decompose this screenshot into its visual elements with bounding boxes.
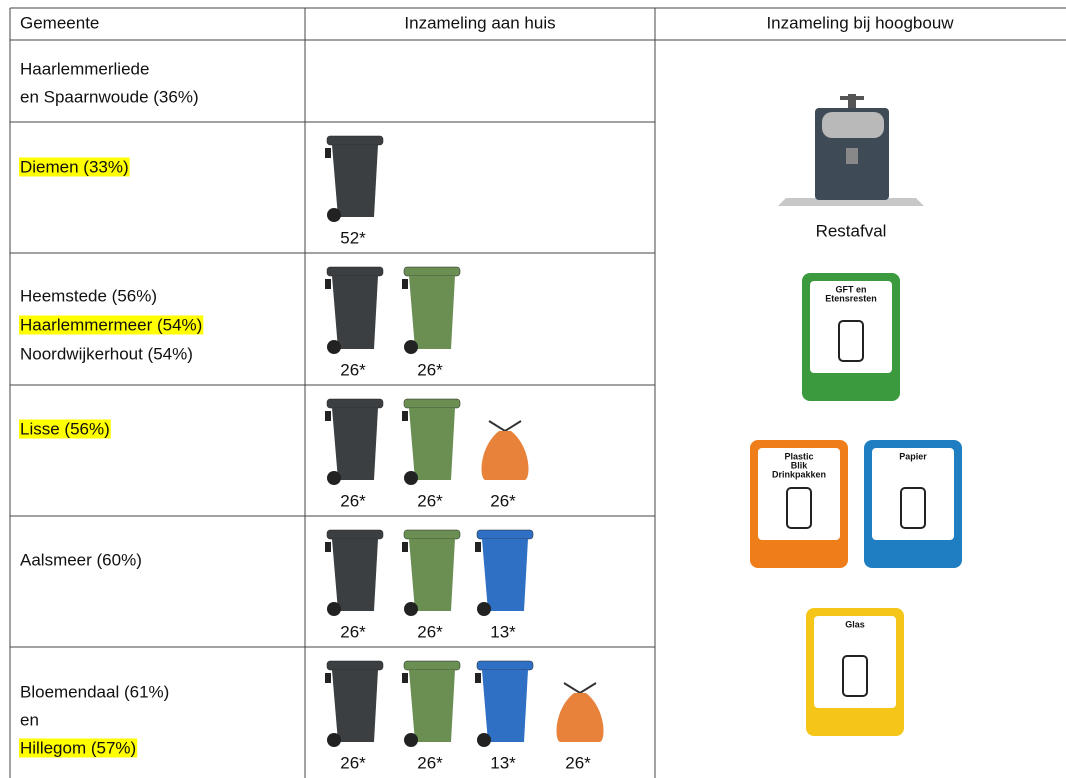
container-label: 26* bbox=[340, 753, 366, 772]
gemeente-name: Diemen (33%) bbox=[20, 157, 129, 176]
bin-lid bbox=[477, 661, 533, 670]
container-label: 26* bbox=[340, 622, 366, 641]
bin-body bbox=[482, 670, 528, 742]
bin-body bbox=[409, 408, 455, 480]
gemeente-name: Haarlemmermeer (54%) bbox=[20, 315, 202, 334]
sign-text: Etensresten bbox=[825, 293, 877, 303]
bin-handle bbox=[402, 411, 408, 421]
bin-handle bbox=[325, 279, 331, 289]
bag-body bbox=[557, 693, 604, 742]
header-cell: Inzameling aan huis bbox=[404, 13, 555, 32]
bin-wheel bbox=[327, 602, 341, 616]
container-label: 26* bbox=[340, 491, 366, 510]
sign-panel bbox=[872, 448, 954, 540]
header-cell: Inzameling bij hoogbouw bbox=[766, 13, 954, 32]
bin-body bbox=[332, 539, 378, 611]
bin-body bbox=[482, 539, 528, 611]
bin-handle bbox=[475, 673, 481, 683]
bin-wheel bbox=[327, 208, 341, 222]
container-label: 26* bbox=[417, 753, 443, 772]
container-label: 26* bbox=[417, 491, 443, 510]
gemeente-name: Hillegom (57%) bbox=[20, 738, 136, 757]
container-label: 26* bbox=[490, 491, 516, 510]
bag-tie bbox=[564, 683, 596, 693]
bin-lid bbox=[327, 530, 383, 539]
gemeente-name: Heemstede (56%) bbox=[20, 286, 157, 305]
bin-wheel bbox=[477, 602, 491, 616]
table: Restafval Gemeente Inzameling aan huis Inz… bbox=[0, 0, 1066, 778]
container-label: 52* bbox=[340, 228, 366, 247]
gemeente-name: en Spaarnwoude (36%) bbox=[20, 87, 199, 106]
bin-lid bbox=[327, 267, 383, 276]
bin-lid bbox=[404, 267, 460, 276]
waste-sign: Glas bbox=[806, 608, 904, 736]
bag-body bbox=[482, 431, 529, 480]
container-label: 26* bbox=[565, 753, 591, 772]
gemeente-name: Lisse (56%) bbox=[20, 419, 110, 438]
gemeente-name: Aalsmeer (60%) bbox=[20, 550, 142, 569]
sign-panel bbox=[814, 616, 896, 708]
bin-wheel bbox=[404, 471, 418, 485]
bin-lid bbox=[327, 136, 383, 145]
gemeente-name: Bloemendaal (61%) bbox=[20, 682, 169, 701]
bin-lid bbox=[327, 661, 383, 670]
bin-wheel bbox=[327, 733, 341, 747]
bin-handle bbox=[402, 542, 408, 552]
bin-body bbox=[332, 145, 378, 217]
gemeente-name: Haarlemmerliede bbox=[20, 59, 149, 78]
bin-lid bbox=[404, 530, 460, 539]
container-label: 26* bbox=[417, 622, 443, 641]
bin-lid bbox=[404, 399, 460, 408]
gemeente-name: en bbox=[20, 710, 39, 729]
waste-sign: Papier bbox=[864, 440, 962, 568]
restafval-label: Restafval bbox=[816, 221, 887, 240]
bin-handle bbox=[402, 673, 408, 683]
container-label: 13* bbox=[490, 622, 516, 641]
bin-wheel bbox=[477, 733, 491, 747]
sign-text: Drinkpakken bbox=[772, 469, 826, 479]
underground-container bbox=[778, 94, 924, 206]
header-cell: Gemeente bbox=[20, 13, 99, 32]
bin-body bbox=[409, 276, 455, 349]
bin-wheel bbox=[404, 602, 418, 616]
bin-handle bbox=[325, 148, 331, 158]
bin-handle bbox=[325, 411, 331, 421]
sign-text: Papier bbox=[899, 451, 927, 461]
bin-wheel bbox=[327, 340, 341, 354]
bin-wheel bbox=[327, 471, 341, 485]
bin-handle bbox=[475, 542, 481, 552]
bin-body bbox=[409, 670, 455, 742]
bin-wheel bbox=[404, 340, 418, 354]
gemeente-name: Noordwijkerhout (54%) bbox=[20, 344, 193, 363]
container-label: 26* bbox=[417, 360, 443, 379]
sign-text: Glas bbox=[845, 619, 865, 629]
container-label: 13* bbox=[490, 753, 516, 772]
bin-body bbox=[409, 539, 455, 611]
bin-handle bbox=[402, 279, 408, 289]
container-label: 26* bbox=[340, 360, 366, 379]
bin-lid bbox=[327, 399, 383, 408]
bin-handle bbox=[325, 673, 331, 683]
bin-handle bbox=[325, 542, 331, 552]
bin-lid bbox=[404, 661, 460, 670]
bag-tie bbox=[489, 421, 521, 431]
bin-body bbox=[332, 408, 378, 480]
bin-body bbox=[332, 276, 378, 349]
bin-lid bbox=[477, 530, 533, 539]
bin-body bbox=[332, 670, 378, 742]
bin-wheel bbox=[404, 733, 418, 747]
